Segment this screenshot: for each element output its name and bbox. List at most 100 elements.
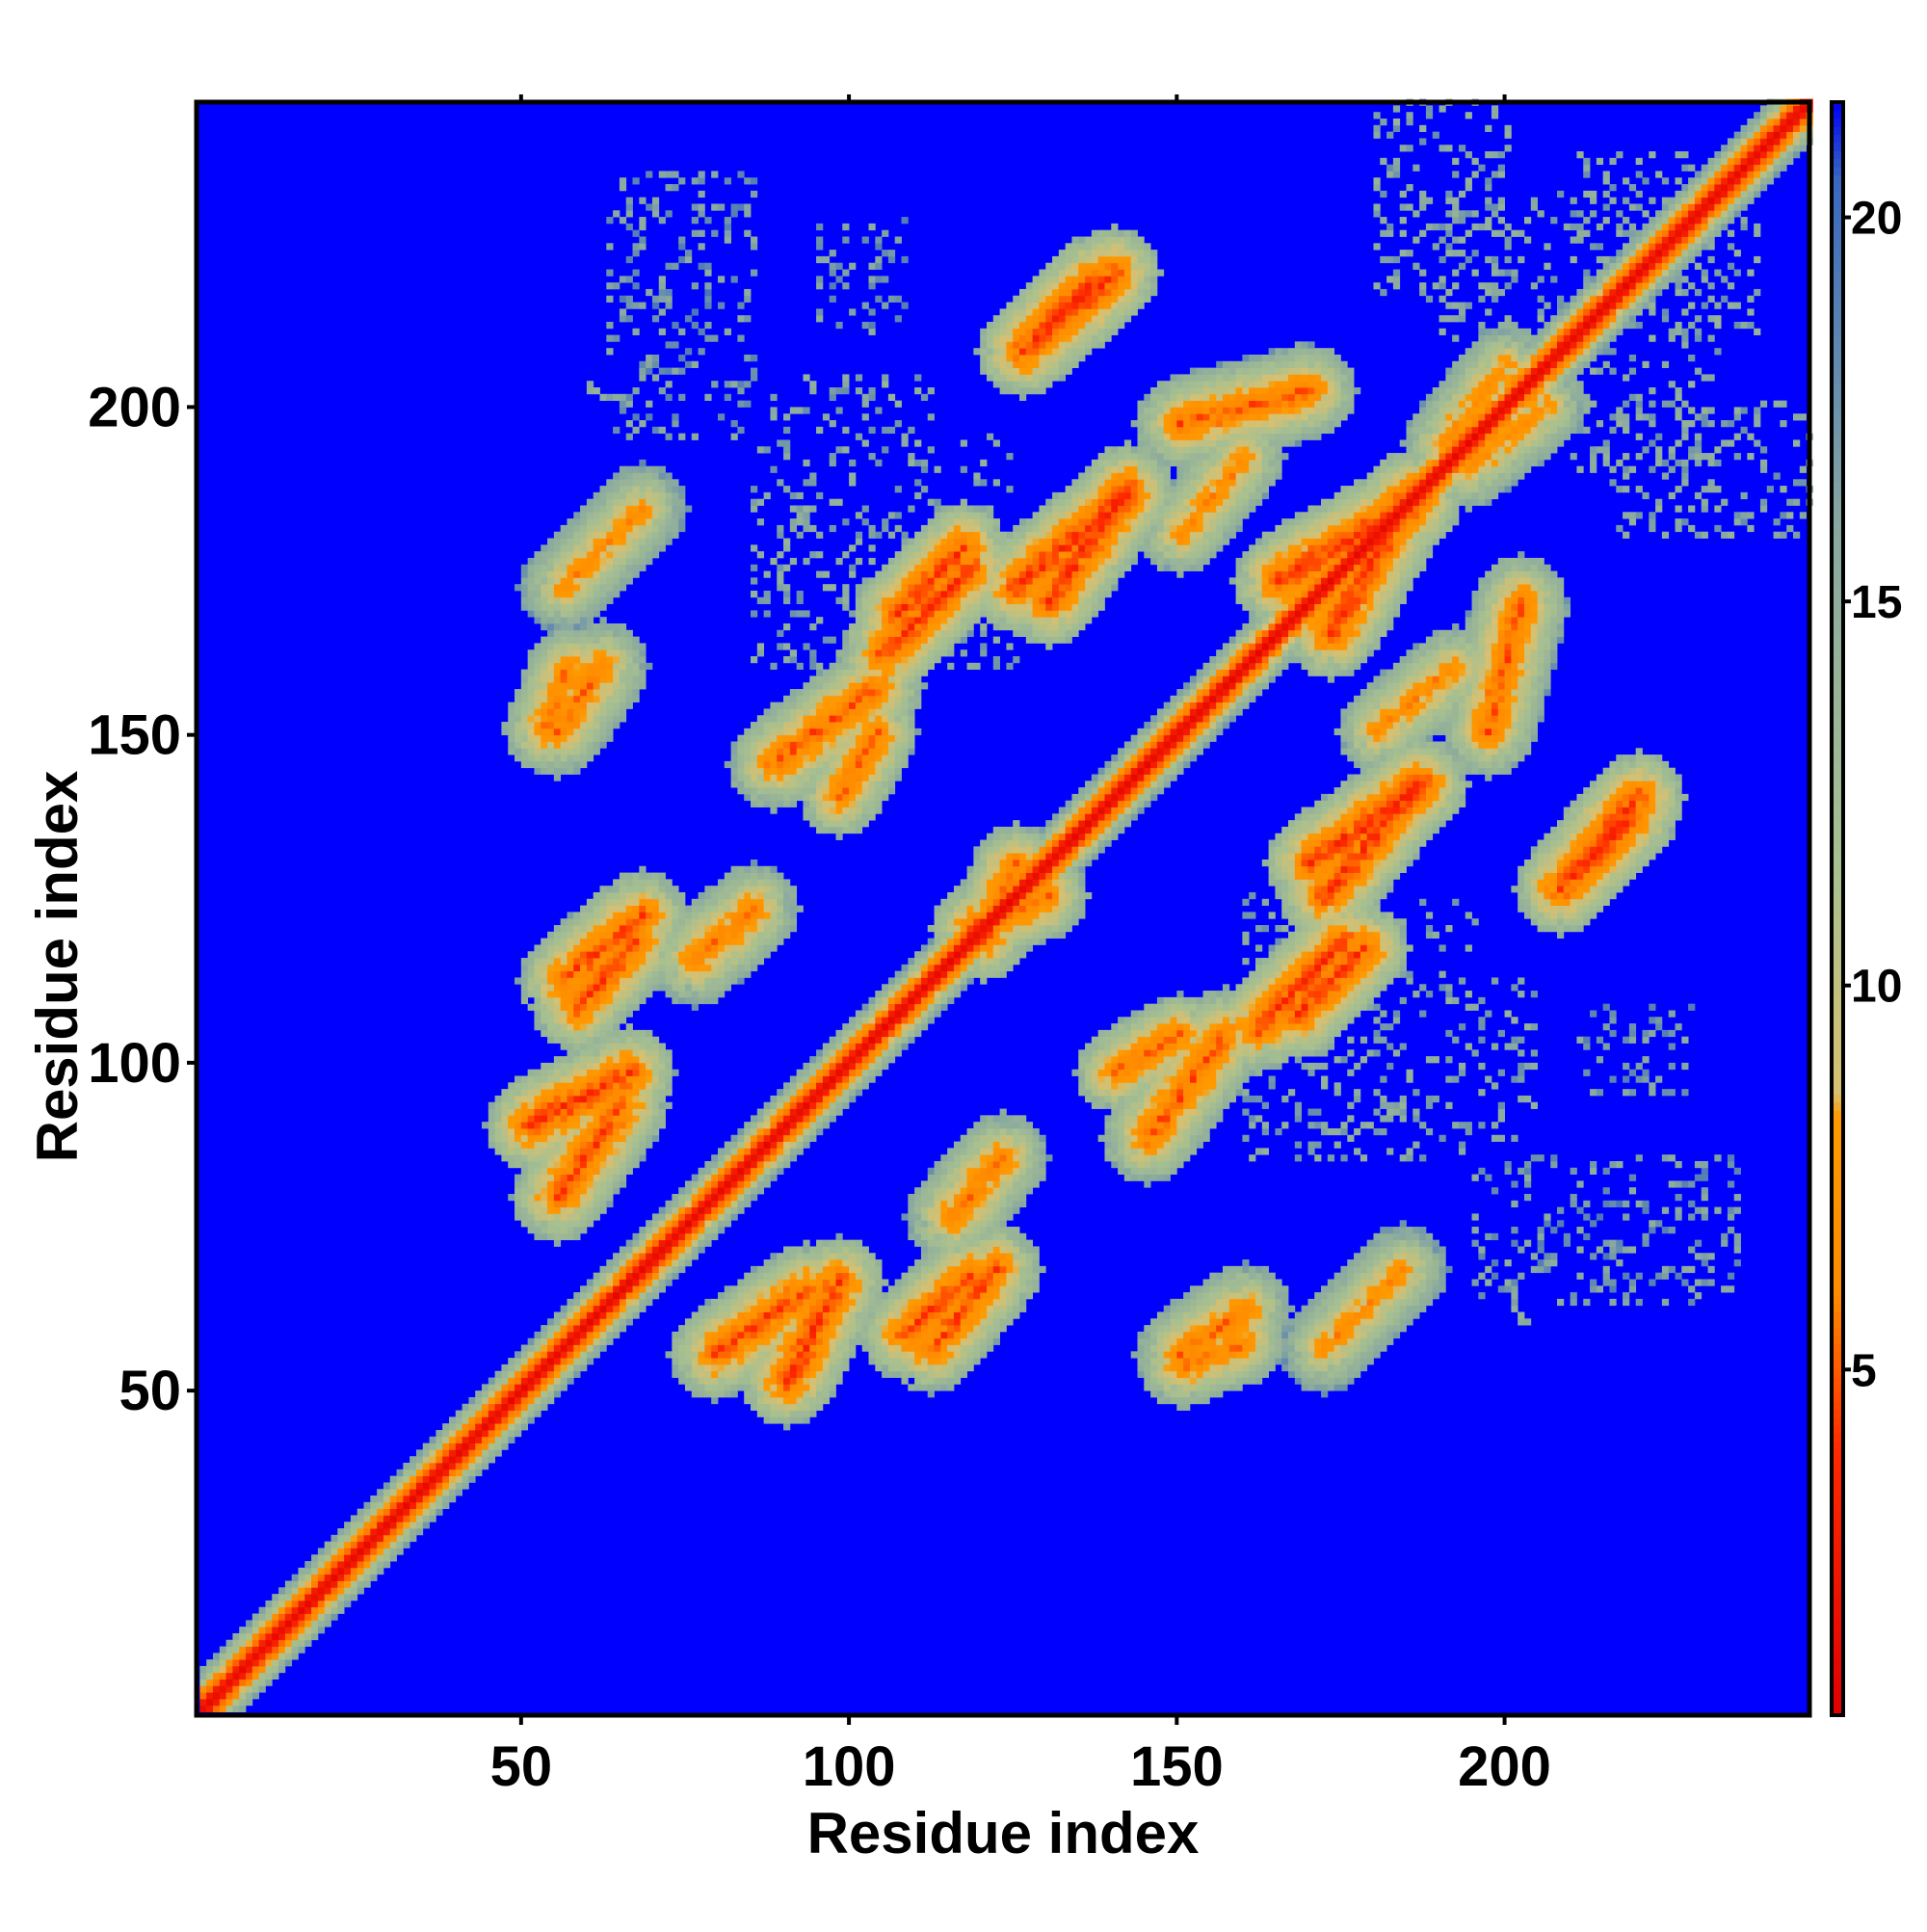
heatmap-cell: [809, 381, 817, 388]
heatmap-cell: [737, 1194, 745, 1202]
heatmap-cell: [882, 1305, 889, 1312]
heatmap-cell: [730, 203, 738, 211]
heatmap-cell: [796, 1396, 804, 1405]
heatmap-cell: [796, 1127, 804, 1136]
heatmap-cell: [619, 1017, 627, 1024]
heatmap-cell: [547, 643, 555, 650]
heatmap-cell: [835, 767, 843, 775]
heatmap-cell: [606, 512, 614, 519]
heatmap-cell: [613, 505, 620, 513]
heatmap-cell: [717, 1384, 726, 1391]
heatmap-cell: [534, 1390, 541, 1398]
heatmap-cell: [409, 1456, 417, 1464]
heatmap-cell: [809, 722, 817, 729]
heatmap-cell: [619, 1167, 627, 1175]
heatmap-cell: [829, 1239, 836, 1247]
heatmap-cell: [613, 479, 620, 487]
heatmap-cell: [803, 1082, 810, 1090]
heatmap-cell: [651, 1227, 660, 1234]
heatmap-cell: [698, 1344, 705, 1352]
heatmap-cell: [632, 970, 640, 978]
heatmap-cell: [835, 774, 843, 781]
heatmap-cell: [658, 879, 666, 887]
heatmap-cell: [567, 964, 574, 972]
heatmap-cell: [861, 590, 869, 598]
heatmap-cell: [822, 1351, 831, 1359]
heatmap-cell: [580, 1160, 588, 1169]
heatmap-cell: [658, 288, 666, 297]
heatmap-cell: [619, 662, 627, 671]
heatmap-cell: [730, 760, 738, 769]
heatmap-cell: [534, 1108, 541, 1116]
heatmap-cell: [816, 426, 824, 435]
heatmap-cell: [730, 1292, 738, 1300]
heatmap-cell: [684, 912, 693, 919]
heatmap-cell: [508, 1370, 515, 1378]
heatmap-cell: [751, 905, 758, 913]
heatmap-cell: [861, 774, 869, 781]
heatmap-cell: [567, 1213, 574, 1221]
heatmap-cell: [744, 1292, 752, 1300]
heatmap-cell: [586, 1043, 594, 1050]
heatmap-cell: [515, 1194, 522, 1202]
heatmap-cell: [796, 1358, 804, 1365]
heatmap-cell: [678, 891, 686, 900]
heatmap-cell: [547, 1134, 555, 1142]
heatmap-cell: [639, 1285, 647, 1293]
heatmap-cell: [672, 341, 679, 349]
heatmap-cell: [475, 1403, 483, 1411]
heatmap-cell: [763, 1351, 771, 1359]
heatmap-cell: [534, 1384, 541, 1391]
heatmap-cell: [515, 1089, 522, 1097]
heatmap-cell: [751, 774, 758, 781]
heatmap-cell: [868, 426, 876, 435]
heatmap-cell: [632, 243, 640, 251]
heatmap-cell: [855, 1043, 863, 1050]
heatmap-cell: [619, 1311, 627, 1319]
heatmap-cell: [593, 1167, 600, 1175]
heatmap-cell: [744, 886, 752, 893]
heatmap-cell: [651, 1253, 660, 1260]
heatmap-cell: [809, 622, 817, 631]
heatmap-cell: [829, 1331, 836, 1339]
heatmap-cell: [698, 931, 705, 940]
heatmap-cell: [619, 557, 627, 566]
heatmap-cell: [737, 925, 745, 933]
heatmap-cell: [560, 564, 568, 571]
heatmap-cell: [698, 1220, 705, 1228]
heatmap-cell: [783, 886, 791, 893]
heatmap-cell: [625, 465, 633, 473]
heatmap-cell: [625, 203, 633, 211]
heatmap-cell: [586, 1023, 594, 1031]
heatmap-cell: [730, 872, 738, 880]
heatmap-cell: [809, 1298, 817, 1307]
heatmap-cell: [711, 1180, 719, 1188]
heatmap-cell: [730, 748, 738, 755]
heatmap-cell: [717, 1180, 726, 1188]
heatmap-cell: [534, 1089, 541, 1097]
heatmap-cell: [842, 1337, 850, 1345]
heatmap-cell: [482, 1410, 489, 1417]
heatmap-cell: [337, 1594, 345, 1601]
heatmap-cell: [875, 787, 883, 795]
heatmap-cell: [573, 931, 581, 940]
heatmap-cell: [593, 1010, 600, 1018]
heatmap-cell: [711, 1298, 719, 1307]
heatmap-cell: [613, 1187, 620, 1195]
heatmap-cell: [646, 879, 653, 887]
heatmap-cell: [651, 360, 660, 368]
heatmap-cell: [586, 1056, 594, 1064]
heatmap-cell: [593, 1134, 600, 1142]
heatmap-cell: [763, 1148, 771, 1155]
heatmap-cell: [724, 1206, 731, 1214]
heatmap-cell: [756, 951, 765, 959]
heatmap-cell: [678, 918, 686, 926]
heatmap-cell: [613, 1029, 620, 1038]
heatmap-cell: [789, 793, 798, 802]
heatmap-cell: [658, 1062, 666, 1071]
heatmap-cell: [770, 787, 778, 795]
heatmap-cell: [751, 190, 758, 198]
heatmap-cell: [777, 800, 784, 807]
heatmap-cell: [344, 1567, 352, 1575]
heatmap-cell: [849, 1259, 857, 1267]
